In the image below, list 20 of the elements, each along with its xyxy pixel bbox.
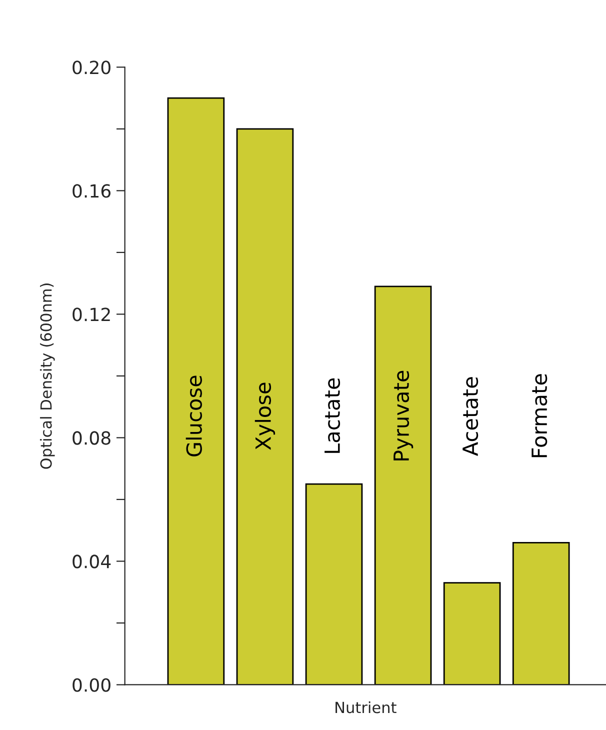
- bar: [512, 542, 570, 685]
- x-axis-title: Nutrient: [336, 701, 396, 714]
- y-tick-label: 0.16: [72, 184, 111, 198]
- x-tick-label: Lactate: [324, 378, 340, 453]
- x-tick-label: Formate: [532, 374, 548, 458]
- y-axis-title: Optical Density (600nm): [40, 284, 55, 469]
- x-tick-label: Acetate: [462, 377, 478, 456]
- y-tick-label: 0.00: [72, 678, 110, 692]
- x-tick-label: Glucose: [186, 376, 202, 456]
- bar: [305, 483, 363, 685]
- y-tick-label: 0.20: [72, 60, 110, 74]
- bar: [374, 286, 432, 685]
- x-tick-label: Xylose: [254, 382, 276, 450]
- bar: [236, 128, 294, 685]
- bar: [167, 97, 225, 685]
- bar: [443, 582, 501, 685]
- x-tick-label: Pyruvate: [394, 370, 414, 460]
- y-tick-label: 0.08: [72, 431, 110, 445]
- y-tick-label: 0.04: [72, 554, 111, 568]
- y-tick-label: 0.12: [72, 308, 110, 322]
